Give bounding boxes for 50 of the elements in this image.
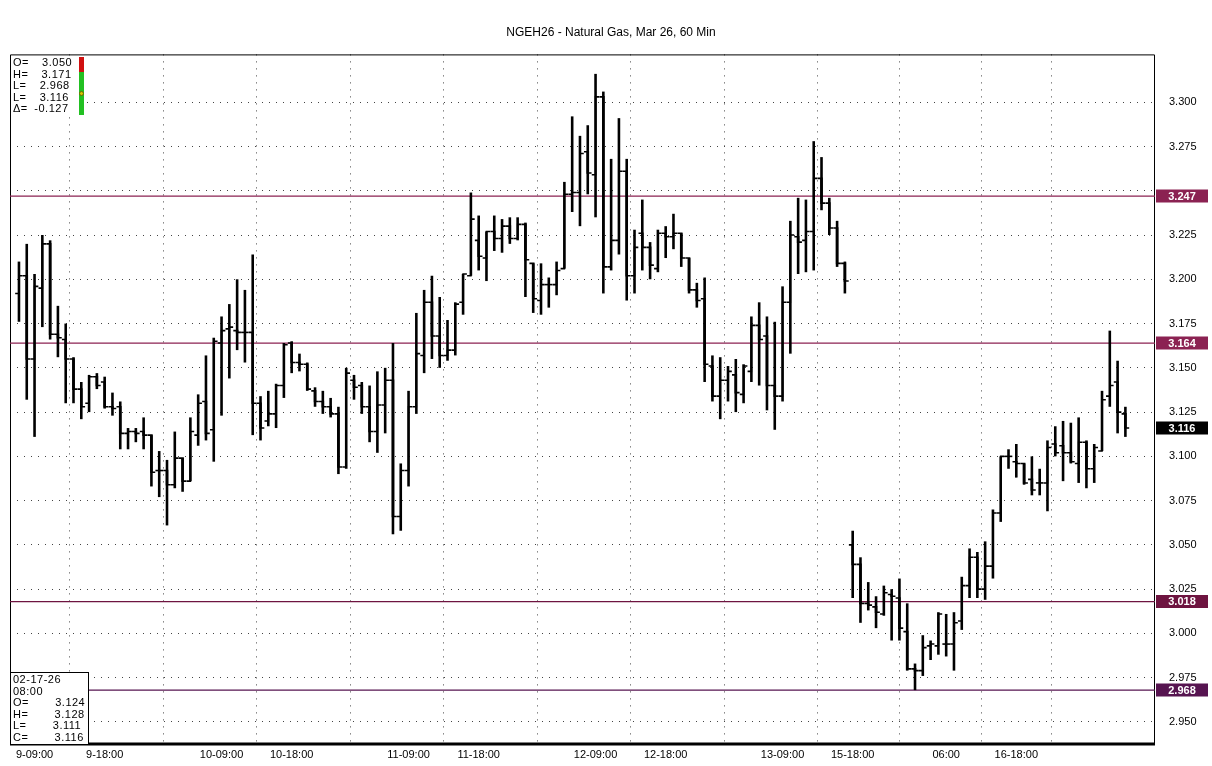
y-tick-label: 3.075 (1169, 493, 1197, 506)
x-tick-label: 9-18:00 (86, 747, 124, 760)
candlestick (193, 393, 203, 448)
y-tick-label: 3.175 (1169, 316, 1197, 329)
x-tick-label: 9-09:00 (15, 747, 54, 760)
y-tick-label: 3.025 (1169, 582, 1197, 595)
candlestick (216, 315, 227, 417)
candlestick (209, 336, 219, 463)
ref-line-label: 3.018 (1168, 595, 1196, 608)
candlestick (879, 584, 889, 618)
x-tick-label: 10-18:00 (269, 747, 314, 760)
ref-line-label: 3.164 (1168, 336, 1197, 349)
y-tick-label: 3.100 (1169, 449, 1197, 462)
x-tick-label: 11-18:00 (457, 747, 500, 760)
y-tick-label: 2.975 (1169, 670, 1197, 683)
chart-title: NGEH26 - Natural Gas, Mar 26, 60 Min (506, 24, 716, 39)
candlestick (1051, 424, 1060, 458)
y-tick-label: 3.225 (1169, 228, 1197, 241)
y-tick-label: 3.150 (1169, 360, 1197, 373)
candlestick (739, 362, 749, 405)
candlestick (583, 123, 592, 196)
y-tick-label: 3.200 (1169, 272, 1197, 285)
x-tick-label: 16-18:00 (994, 747, 1039, 760)
candlestick (458, 272, 468, 316)
ref-line-label: 3.247 (1168, 189, 1196, 202)
candlestick (933, 610, 943, 656)
y-tick-label: 2.950 (1169, 715, 1197, 728)
annotation: O= 3.050 H= 3.171 L= 2.968 L= 3.116 Δ= -0.127 (11, 56, 76, 116)
candlestick (1097, 389, 1107, 453)
text: 3.116 (1168, 421, 1196, 434)
x-tick-label: 13-09:00 (760, 747, 805, 760)
candlestick (466, 191, 476, 278)
x-tick-label: 11-09:00 (387, 747, 430, 760)
candlestick (474, 214, 483, 272)
candlestick (1121, 405, 1130, 439)
x-tick-label: 15-18:00 (830, 747, 875, 760)
candlestick (1105, 329, 1115, 409)
ref-line-label: 2.968 (1168, 683, 1196, 696)
x-tick-label: 12-18:00 (643, 747, 688, 760)
y-tick-label: 3.050 (1169, 537, 1197, 550)
x-tick-label: 10-09:00 (199, 747, 244, 760)
y-tick-label: 3.000 (1169, 626, 1197, 639)
x-tick-label: 12-09:00 (573, 747, 618, 760)
x-tick-label: 06:00 (932, 747, 960, 760)
y-tick-label: 3.125 (1169, 405, 1197, 418)
annotation: 02-17-26 08:00 O= 3.124 H= 3.128 L= 3.111 C= 3.116 (10, 672, 90, 745)
candlestick (224, 302, 234, 380)
candlestick (926, 639, 936, 662)
y-tick-label: 3.275 (1169, 139, 1197, 152)
y-tick-label: 3.300 (1169, 95, 1197, 108)
